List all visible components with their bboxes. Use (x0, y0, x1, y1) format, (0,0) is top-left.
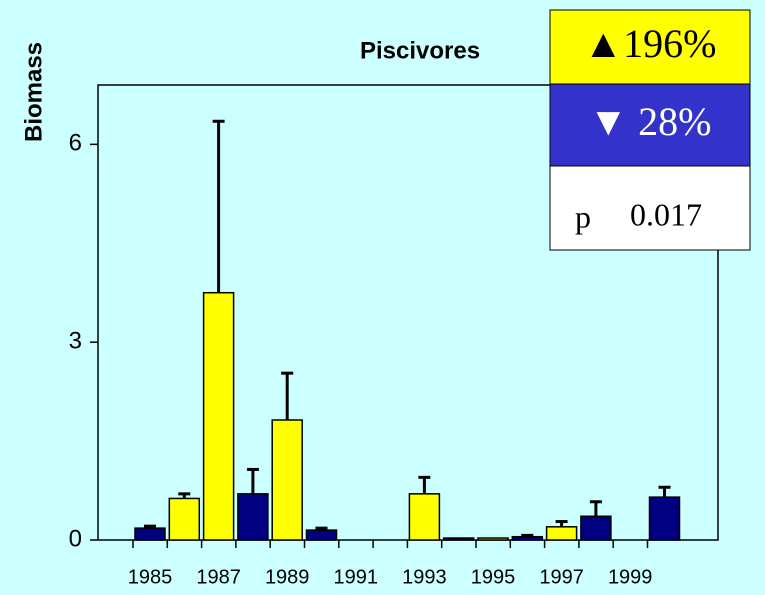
decrease-box (549, 83, 751, 167)
x-tick-label: 1999 (608, 566, 653, 588)
decrease-text: ▼ 28% (589, 99, 712, 144)
bar (271, 419, 303, 541)
y-tick-label: 6 (69, 130, 82, 157)
p-value: 0.017 (630, 196, 702, 232)
y-tick-label: 3 (69, 328, 82, 355)
bar (168, 497, 201, 541)
x-tick-label: 1995 (471, 566, 516, 588)
bar (442, 537, 475, 541)
y-axis-label: Biomass (20, 42, 47, 142)
x-tick-label: 1997 (539, 566, 584, 588)
bar (580, 515, 612, 541)
x-tick-label: 1993 (402, 566, 447, 588)
increase-text: ▲196% (584, 21, 717, 66)
bar (545, 526, 578, 541)
bar (648, 496, 681, 541)
bar (477, 537, 509, 541)
x-tick-label: 1989 (265, 566, 310, 588)
x-tick-label: 1985 (128, 566, 173, 588)
increase-box (549, 9, 751, 85)
bar (305, 529, 338, 541)
chart-title: Piscivores (360, 37, 480, 64)
p-label: p (575, 198, 591, 234)
x-tick-label: 1987 (196, 566, 241, 588)
bar (237, 493, 269, 541)
y-tick-label: 0 (69, 525, 82, 552)
bar (134, 527, 166, 541)
p-box (549, 165, 751, 251)
bar (511, 535, 544, 541)
x-tick-label: 1991 (334, 566, 379, 588)
bar (408, 493, 441, 541)
bar (202, 291, 235, 541)
